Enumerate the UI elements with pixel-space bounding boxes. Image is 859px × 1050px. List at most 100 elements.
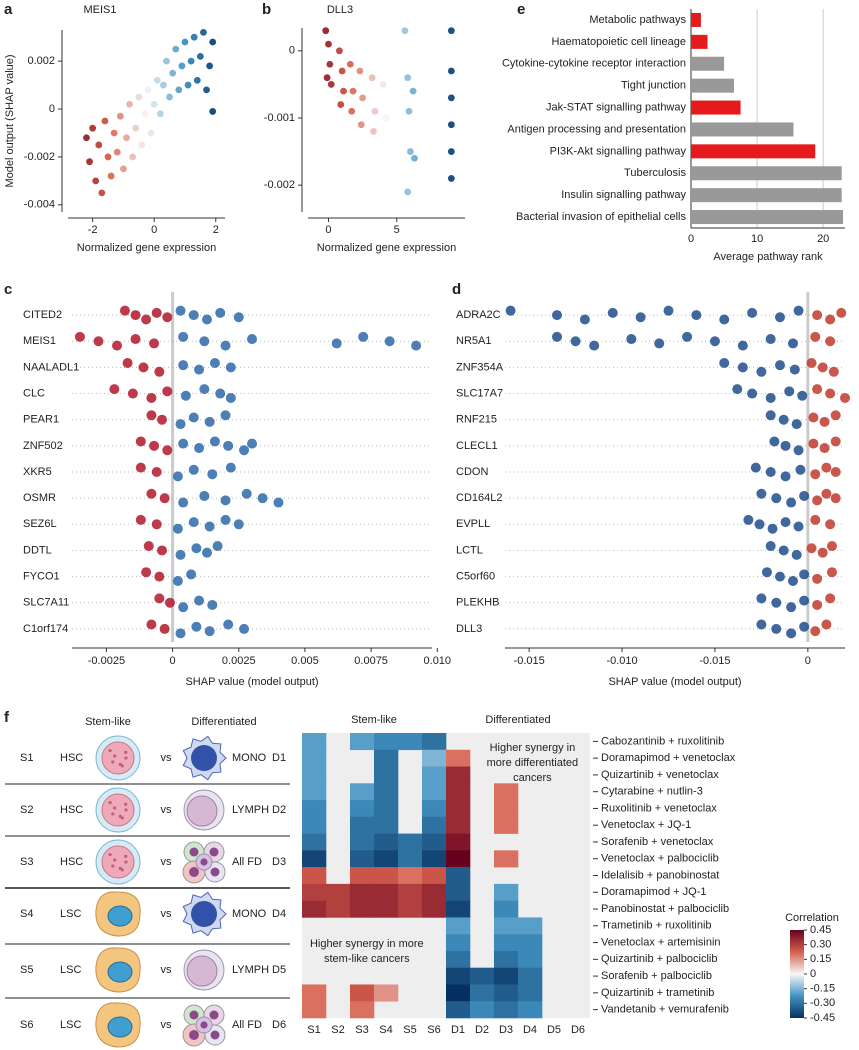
heatmap-cell (350, 867, 375, 885)
colorbar-tick-label: -0.30 (810, 997, 835, 1009)
shap-point (188, 464, 199, 475)
fd-icon-nucleus (189, 1010, 199, 1020)
heatmap-cell (302, 800, 327, 818)
shap-point (164, 597, 175, 608)
shap-point (756, 366, 767, 377)
heatmap-cell (374, 900, 399, 918)
annotation: stem-like cancers (324, 953, 410, 965)
category-label: Insulin signalling pathway (561, 189, 686, 201)
shap-point (786, 602, 797, 613)
point (401, 27, 409, 35)
shap-point (761, 567, 772, 578)
point (327, 81, 335, 88)
point (101, 117, 109, 125)
fd-icon-nucleus (200, 858, 208, 866)
shap-point (411, 340, 422, 351)
heatmap-cell (446, 766, 471, 784)
hsc-icon-dot (108, 852, 112, 857)
heatmap-cell (302, 833, 327, 851)
column-label: D2 (475, 1024, 489, 1036)
shap-point (663, 305, 674, 316)
heatmap-cell (422, 867, 447, 885)
shap-point (780, 440, 791, 451)
heatmap-cell (302, 883, 327, 901)
hsc-icon-dot (113, 858, 117, 862)
heatmap-cell (398, 900, 423, 918)
x-tick-label: 0 (688, 233, 694, 245)
vs: vs (161, 908, 173, 920)
stem-id: S1 (20, 752, 33, 764)
bar (691, 12, 701, 27)
heatmap-cell (446, 900, 471, 918)
category-label: Cytokine-cytokine receptor interaction (502, 58, 686, 70)
shap-point (830, 493, 841, 504)
heatmap-cell (398, 733, 423, 751)
shap-point (812, 310, 823, 321)
stem-cell: HSC (60, 752, 83, 764)
shap-point (747, 307, 758, 318)
shap-point (812, 495, 823, 506)
shap-point (799, 621, 810, 632)
shap-point (204, 521, 215, 532)
column-group-label: Differentiated (485, 714, 550, 726)
chart-title: DLL3 (327, 4, 353, 16)
mono-icon-nucleus (191, 745, 217, 771)
shap-point (172, 471, 183, 482)
shap-point (691, 310, 702, 321)
feature-label: C1orf174 (23, 623, 68, 635)
shap-point (135, 462, 146, 473)
hsc-icon-dot (113, 754, 117, 758)
shap-point (840, 392, 850, 403)
y-tick-label: 0.002 (27, 55, 55, 67)
point (322, 27, 330, 35)
shap-point (225, 462, 236, 473)
heatmap-cell (350, 800, 375, 818)
shap-point (552, 310, 563, 321)
heatmap-cell (446, 967, 471, 985)
point (116, 112, 124, 120)
shap-point (178, 497, 189, 508)
fd-icon-nucleus (189, 847, 199, 857)
heatmap-cell (326, 900, 351, 918)
feature-label: DDTL (23, 544, 52, 556)
column-label: D3 (499, 1024, 513, 1036)
shap-point (74, 331, 85, 342)
shap-point (159, 623, 170, 634)
shap-point (765, 541, 776, 552)
hsc-icon-core (101, 845, 135, 879)
shap-point (756, 619, 767, 630)
heatmap-cell (374, 733, 399, 751)
stem-id: S6 (20, 1019, 33, 1031)
feature-label: NAALADL1 (23, 361, 79, 373)
shap-point (175, 305, 186, 316)
stem-cell: LSC (60, 1019, 81, 1031)
heatmap-cell (374, 783, 399, 801)
fd-icon-nucleus (209, 1010, 219, 1020)
category-label: Haematopoietic cell lineage (551, 36, 686, 48)
heatmap-cell (350, 900, 375, 918)
hsc-icon-core (101, 793, 135, 827)
point (209, 108, 217, 115)
shap-point (808, 438, 819, 449)
shap-point (825, 593, 836, 604)
point (203, 86, 210, 94)
shap-point (795, 464, 806, 475)
shap-point (358, 331, 369, 342)
diff-id: D4 (272, 908, 286, 920)
point (323, 74, 331, 82)
diff-id: D1 (272, 752, 286, 764)
point (123, 134, 130, 142)
row-label: Venetoclax + artemisinin (601, 936, 721, 948)
row-label: Panobinostat + palbociclib (601, 903, 729, 915)
shap-point (819, 443, 830, 454)
shap-point (825, 314, 836, 325)
x-axis-label: SHAP value (model output) (185, 676, 318, 688)
shap-point (146, 619, 157, 630)
heatmap-cell (422, 850, 447, 868)
shap-point (138, 362, 149, 373)
heatmap-cell (494, 950, 519, 969)
shap-point (199, 490, 210, 501)
row-label: Quizartinib + venetoclax (601, 769, 719, 781)
point (447, 121, 455, 129)
shap-point (151, 519, 162, 530)
